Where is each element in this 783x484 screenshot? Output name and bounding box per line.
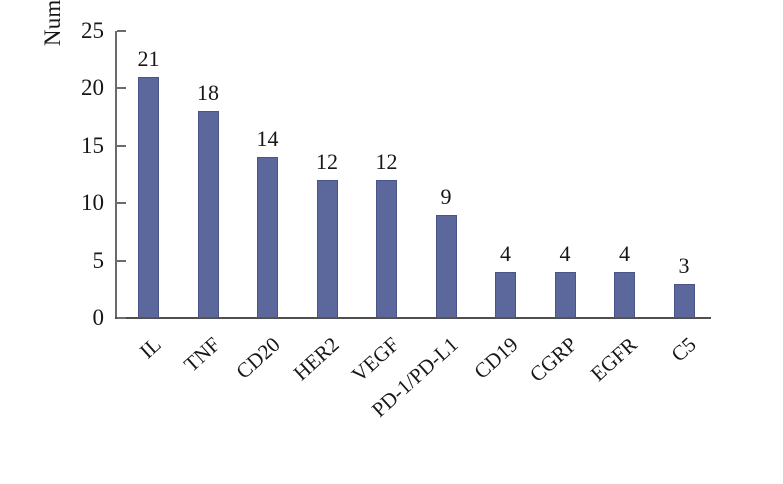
y-axis-tick-label: 0 xyxy=(92,305,105,330)
y-axis-tick-label: 20 xyxy=(81,75,104,101)
y-axis-tick xyxy=(117,30,126,32)
bar-value-label: 21 xyxy=(137,45,160,71)
y-axis-tick xyxy=(117,202,126,205)
bar-value-label: 9 xyxy=(440,183,452,209)
y-axis-line xyxy=(115,31,117,319)
bar-value-label: 4 xyxy=(500,241,511,267)
bar-value-label: 3 xyxy=(678,252,690,278)
y-axis-tick-label: 15 xyxy=(81,132,104,158)
x-axis-line xyxy=(115,317,711,319)
bar xyxy=(376,180,397,318)
bar xyxy=(673,283,695,318)
bar-value-label: 12 xyxy=(375,149,398,175)
bar-value-label: 18 xyxy=(197,80,219,106)
y-axis-tick-label: 25 xyxy=(81,18,104,43)
bar xyxy=(316,180,338,318)
bar-value-label: 4 xyxy=(619,241,630,267)
bar xyxy=(257,157,278,318)
y-axis-tick-label: 10 xyxy=(81,190,104,216)
y-axis-tick xyxy=(117,87,126,90)
bar xyxy=(495,272,516,318)
y-axis-tick xyxy=(117,144,126,147)
y-axis-tick-label: 5 xyxy=(92,247,105,273)
bar-value-label: 4 xyxy=(559,241,571,267)
bar-value-label: 12 xyxy=(316,149,338,175)
bar xyxy=(435,214,457,318)
bar xyxy=(197,111,219,318)
bar xyxy=(554,272,576,318)
bar xyxy=(614,272,635,318)
bar-value-label: 14 xyxy=(256,126,279,152)
y-axis-tick xyxy=(117,317,126,319)
y-axis-tick xyxy=(117,259,126,262)
bar xyxy=(138,76,159,318)
